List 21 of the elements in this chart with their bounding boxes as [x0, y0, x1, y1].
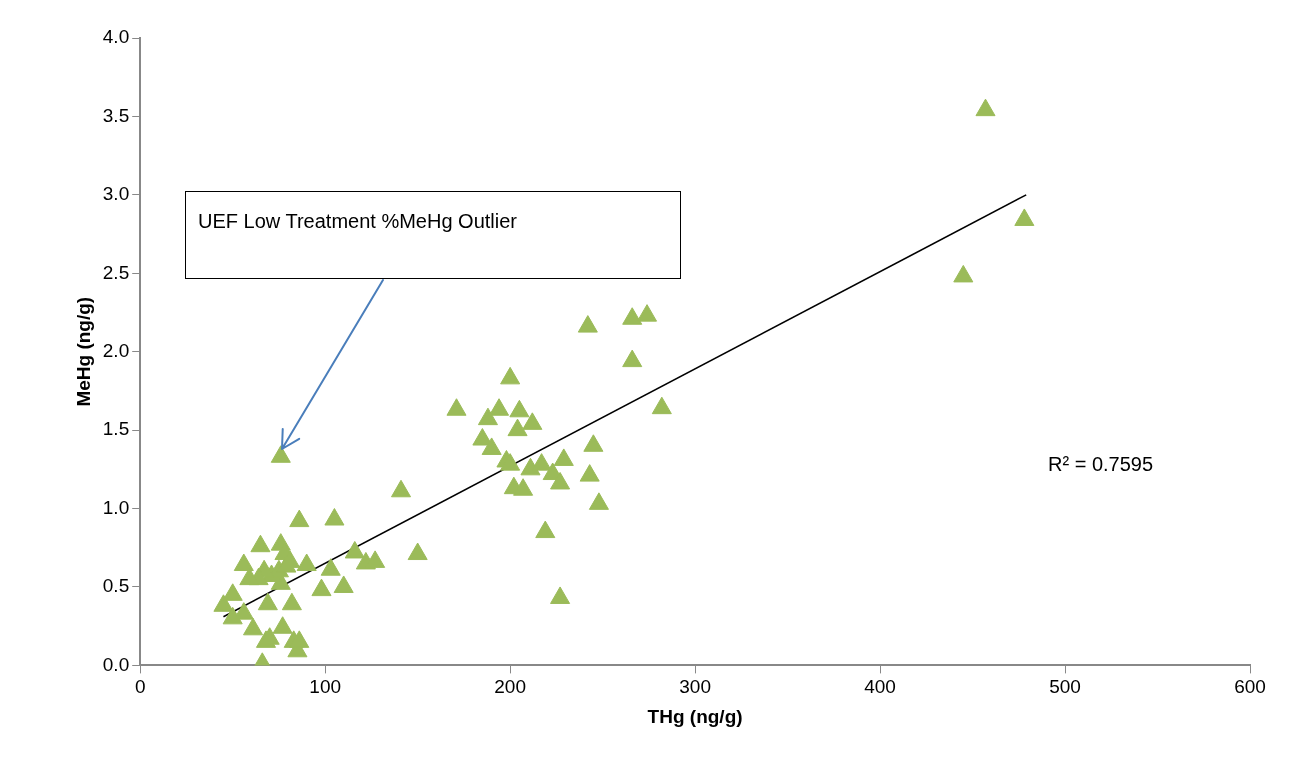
x-axis-title: THg (ng/g) — [647, 705, 743, 727]
y-tick-label: 3.5 — [102, 104, 130, 126]
y-tick-label: 0.0 — [102, 653, 130, 675]
text-box: UEF Low Treatment %MeHg Outlier — [185, 191, 681, 279]
x-tick-label: 300 — [679, 676, 711, 698]
y-tick-label: 2.0 — [102, 339, 130, 361]
x-tick-label: 600 — [1234, 676, 1266, 698]
y-tick-label: 1.0 — [102, 496, 130, 518]
y-tick-label: 0.5 — [102, 575, 130, 597]
y-tick-label: 1.5 — [102, 418, 130, 440]
y-axis-title: MeHg (ng/g) — [72, 296, 94, 407]
x-tick-label: 200 — [494, 676, 526, 698]
annotation: UEF Low Treatment %MeHg Outlier — [198, 210, 517, 233]
x-tick-label: 400 — [864, 676, 896, 698]
x-tick-label: 0 — [134, 676, 146, 698]
y-tick-label: 3.0 — [102, 183, 130, 205]
y-tick-label: 2.5 — [102, 261, 130, 283]
x-tick-label: 100 — [309, 676, 342, 698]
x-tick-label: 500 — [1049, 676, 1081, 698]
y-tick-label: 4.0 — [102, 26, 130, 48]
annotation: R² = 0.7595 — [1048, 452, 1154, 475]
